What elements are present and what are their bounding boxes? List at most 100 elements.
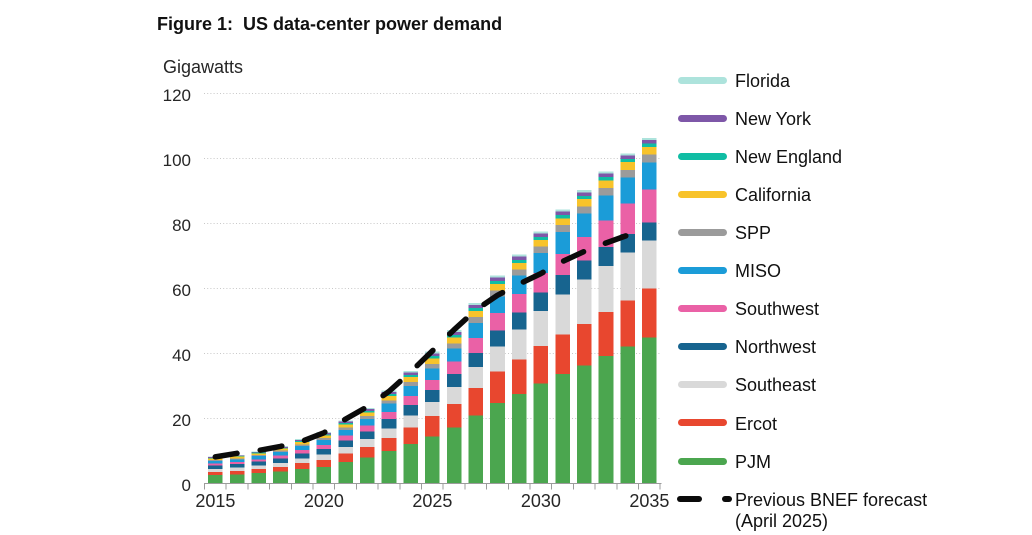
legend-swatch-northwest: [678, 343, 727, 351]
bar-segment-ercot-2022: [359, 447, 375, 458]
bar-segment-florida-2028: [490, 275, 505, 278]
bar-segment-pjm-2018: [273, 471, 288, 484]
bar-segment-northwest-2035: [642, 222, 657, 241]
bar-segment-california-2033: [598, 180, 614, 188]
bar-segment-florida-2029: [511, 254, 527, 257]
forecast-line: [212, 233, 629, 460]
bar-segment-california-2027: [468, 310, 484, 318]
bar-segment-southeast-2026: [446, 386, 462, 405]
bar-segment-southeast-2020: [316, 454, 332, 461]
bar-segment-pjm-2032: [576, 365, 592, 484]
bar-segment-pjm-2016: [229, 474, 245, 484]
y-tick-label-20: 20: [172, 410, 191, 430]
bar-segment-california-2023: [381, 396, 397, 401]
legend-swatch-florida: [678, 76, 727, 84]
bar-segment-florida-2032: [576, 190, 592, 193]
bar-segment-northwest-2018: [273, 458, 288, 463]
bar-segment-new-york-2027: [468, 305, 484, 309]
bar-segment-southeast-2035: [642, 240, 657, 289]
bar-segment-southwest-2020: [316, 444, 332, 450]
bar-segment-southeast-2024: [403, 415, 418, 428]
bar-segment-new-england-2031: [555, 215, 570, 219]
bar-segment-northwest-2015: [208, 465, 223, 469]
bar-segment-ercot-2027: [468, 387, 484, 416]
bar-segment-florida-2022: [359, 407, 375, 410]
bar-segment-southwest-2029: [511, 294, 527, 313]
bar-segment-new-england-2025: [425, 355, 440, 359]
bar-segment-southeast-2031: [555, 294, 570, 335]
bar-segment-southwest-2017: [251, 459, 267, 462]
legend-label: Southwest: [735, 299, 820, 320]
bar-segment-florida-2027: [468, 303, 484, 306]
bar-segment-ercot-2024: [403, 427, 418, 444]
bar-segment-ercot-2018: [273, 466, 288, 472]
bar-segment-new-york-2033: [598, 173, 614, 178]
bar-segment-miso-2035: [642, 162, 657, 190]
bar-segment-new-england-2034: [620, 158, 635, 163]
bar-segment-pjm-2015: [208, 475, 223, 484]
bar-segment-pjm-2028: [490, 403, 505, 484]
bar-segment-california-2026: [446, 337, 462, 344]
bar-segment-pjm-2033: [598, 355, 614, 484]
bar-segment-new-york-2032: [576, 192, 592, 196]
bar-segment-ercot-2020: [316, 460, 332, 467]
bar-segment-northwest-2023: [381, 419, 397, 429]
x-tick-label-2020: 2020: [303, 491, 344, 511]
bar-segment-southeast-2030: [533, 310, 549, 347]
bar-segment-miso-2032: [576, 213, 592, 237]
bar-segment-southwest-2015: [208, 463, 223, 466]
legend-label: Ercot: [735, 413, 778, 434]
x-tick-label-2015: 2015: [195, 491, 236, 511]
bar-segment-california-2017: [251, 453, 267, 456]
bar-segment-ercot-2021: [338, 453, 353, 463]
bar-segment-northwest-2022: [359, 431, 375, 440]
bar-segment-spp-2020: [316, 438, 332, 441]
legend-swatch-new-england: [678, 152, 727, 160]
bar-segment-new-york-2024: [403, 372, 418, 376]
bar-segment-california-2032: [576, 199, 592, 207]
bar-segment-miso-2034: [620, 177, 635, 204]
bar-segment-southeast-2028: [490, 346, 505, 372]
x-tick-label-2030: 2030: [520, 491, 561, 511]
bar-segment-new-york-2029: [511, 256, 527, 260]
bar-segment-northwest-2016: [229, 464, 245, 468]
bar-segment-miso-2029: [511, 275, 527, 295]
bar-segment-miso-2033: [598, 195, 614, 221]
bar-segment-southeast-2017: [251, 465, 267, 470]
legend-label: Northwest: [735, 337, 817, 358]
bar-segment-northwest-2027: [468, 352, 484, 368]
bar-segment-pjm-2019: [294, 468, 310, 484]
y-tick-label-60: 60: [172, 280, 191, 300]
bar-segment-florida-2031: [555, 209, 570, 212]
bar-segment-california-2021: [338, 424, 353, 428]
bar-segment-southwest-2027: [468, 337, 484, 353]
bar-segment-spp-2016: [229, 458, 245, 460]
bar-segment-spp-2033: [598, 187, 614, 196]
legend-label: SPP: [735, 223, 772, 243]
bar-segment-new-england-2030: [533, 237, 549, 241]
bar-segment-northwest-2025: [425, 390, 440, 402]
bar-segment-pjm-2031: [555, 373, 570, 484]
bar-segment-southwest-2028: [490, 313, 505, 331]
bar-segment-new-england-2035: [642, 143, 657, 147]
bar-segment-southeast-2033: [598, 266, 614, 313]
bar-segment-miso-2025: [425, 368, 440, 380]
bar-segment-spp-2019: [294, 444, 310, 446]
bar-segment-pjm-2027: [468, 415, 484, 484]
bar-segment-california-2034: [620, 162, 635, 170]
bar-segment-california-2035: [642, 146, 657, 155]
bar-segment-ercot-2023: [381, 438, 397, 451]
bar-segment-ercot-2034: [620, 300, 635, 347]
y-tick-label-0: 0: [181, 475, 191, 495]
bar-segment-spp-2031: [555, 225, 570, 232]
bar-segment-spp-2029: [511, 269, 527, 276]
bar-segment-pjm-2024: [403, 443, 418, 484]
bar-segment-spp-2026: [446, 343, 462, 349]
bar-segment-new-england-2028: [490, 280, 505, 284]
bar-segment-southeast-2018: [273, 462, 288, 467]
bar-segment-california-2030: [533, 240, 549, 247]
bar-segment-pjm-2021: [338, 462, 353, 484]
legend-label: PJM: [735, 451, 771, 472]
bar-segment-new-york-2028: [490, 277, 505, 281]
